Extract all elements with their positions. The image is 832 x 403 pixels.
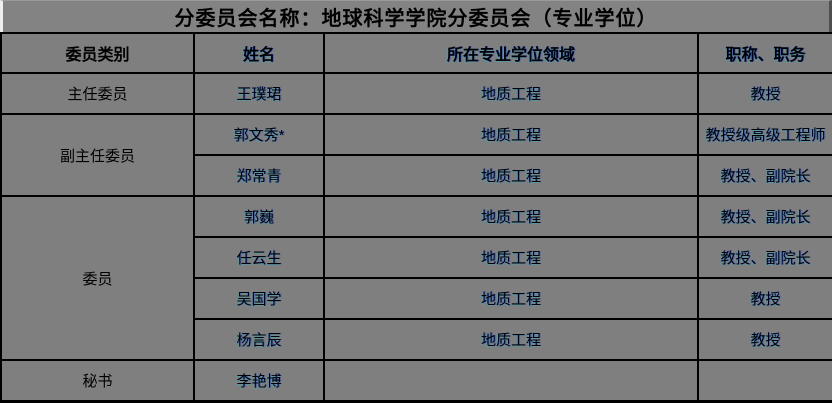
field-cell [323, 359, 699, 402]
table-row: 主任委员 王璞珺 地质工程 教授 [0, 72, 832, 115]
category-cell: 副主任委员 [0, 113, 195, 197]
table-row: 委员 郭巍 地质工程 教授、副院长 [0, 195, 832, 361]
table-title-bar: 分委员会名称：地球科学学院分委员会（专业学位） [0, 0, 832, 32]
position-cell: 教授、副院长 [697, 154, 832, 197]
field-cell: 地质工程 [323, 195, 699, 238]
name-cell: 吴国学 [193, 277, 325, 320]
table-row: 秘书 李艳博 [0, 359, 832, 402]
name-cell: 郭巍 [193, 195, 325, 238]
table-row: 吴国学 地质工程 教授 [1, 277, 832, 320]
category-cell: 秘书 [0, 359, 195, 402]
position-cell: 教授 [697, 277, 832, 320]
table-row: 任云生 地质工程 教授、副院长 [1, 236, 832, 279]
name-cell: 郭文秀* [193, 113, 325, 156]
header-position: 职称、职务 [697, 32, 832, 74]
category-cell: 委员 [0, 195, 195, 361]
table-row: 副主任委员 郭文秀* 地质工程 教授级高级工程师 [0, 113, 832, 197]
position-cell: 教授 [697, 318, 832, 361]
table-row: 杨言辰 地质工程 教授 [1, 318, 832, 361]
table-title: 分委员会名称：地球科学学院分委员会（专业学位） [174, 8, 658, 30]
position-cell: 教授、副院长 [697, 195, 832, 238]
name-cell: 任云生 [193, 236, 325, 279]
name-cell: 王璞珺 [193, 72, 325, 115]
header-category: 委员类别 [0, 32, 195, 74]
header-name: 姓名 [193, 32, 325, 74]
field-cell: 地质工程 [323, 318, 699, 361]
position-cell [697, 359, 832, 402]
name-cell: 李艳博 [193, 359, 325, 402]
field-cell: 地质工程 [323, 277, 699, 320]
field-cell: 地质工程 [323, 72, 699, 115]
position-cell: 教授级高级工程师 [697, 113, 832, 156]
category-cell: 主任委员 [0, 72, 195, 115]
name-cell: 郑常青 [193, 154, 325, 197]
field-cell: 地质工程 [323, 236, 699, 279]
committee-table: 委员类别 姓名 所在专业学位领域 职称、职务 主任委员 王璞珺 地质工程 教授 副主任委… [0, 32, 832, 403]
name-cell: 杨言辰 [193, 318, 325, 361]
header-row: 委员类别 姓名 所在专业学位领域 职称、职务 [0, 32, 832, 74]
header-field: 所在专业学位领域 [323, 32, 699, 74]
position-cell: 教授 [697, 72, 832, 115]
field-cell: 地质工程 [323, 154, 699, 197]
field-cell: 地质工程 [323, 113, 699, 156]
position-cell: 教授、副院长 [697, 236, 832, 279]
